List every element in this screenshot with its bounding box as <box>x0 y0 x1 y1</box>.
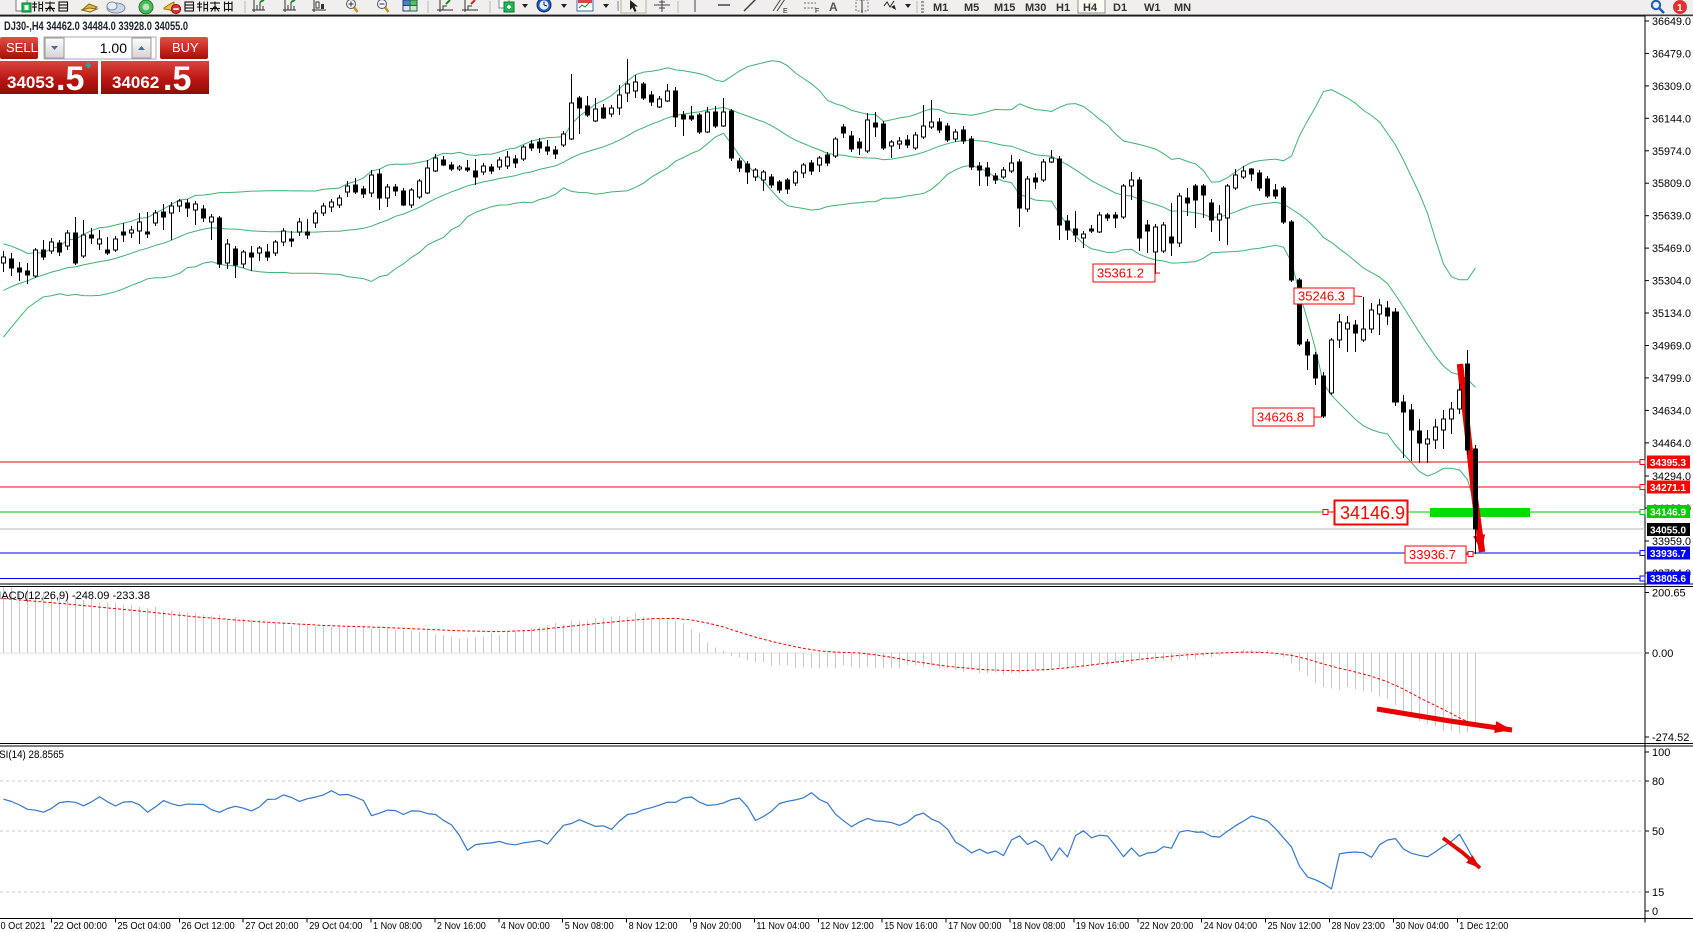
svg-text:35809.0: 35809.0 <box>1652 178 1691 190</box>
svg-text:35361.2: 35361.2 <box>1097 266 1144 281</box>
svg-text:35134.0: 35134.0 <box>1652 308 1691 320</box>
svg-text:34146.9: 34146.9 <box>1650 506 1686 518</box>
svg-text:1: 1 <box>1677 3 1683 14</box>
svg-text:2 Nov 16:00: 2 Nov 16:00 <box>437 921 486 932</box>
svg-text:33936.7: 33936.7 <box>1650 548 1686 560</box>
svg-text:36649.0: 36649.0 <box>1652 16 1691 28</box>
svg-text:34053: 34053 <box>7 73 54 92</box>
svg-text:W1: W1 <box>1144 2 1161 14</box>
svg-text:17 Nov 00:00: 17 Nov 00:00 <box>948 921 1002 932</box>
svg-text:0: 0 <box>1652 906 1658 918</box>
svg-text:1 Dec 12:00: 1 Dec 12:00 <box>1459 921 1508 932</box>
svg-text:12 Nov 12:00: 12 Nov 12:00 <box>820 921 874 932</box>
svg-text:BUY: BUY <box>172 40 199 55</box>
svg-text:H4: H4 <box>1083 2 1098 14</box>
svg-text:SELL: SELL <box>6 40 38 55</box>
svg-text:5 Nov 08:00: 5 Nov 08:00 <box>565 921 614 932</box>
svg-text:E: E <box>783 8 788 15</box>
svg-text:15: 15 <box>1652 887 1664 899</box>
svg-text:19 Nov 16:00: 19 Nov 16:00 <box>1076 921 1130 932</box>
svg-text:22 Oct 00:00: 22 Oct 00:00 <box>54 921 108 932</box>
svg-text:33959.0: 33959.0 <box>1652 536 1691 548</box>
svg-text:15 Nov 16:00: 15 Nov 16:00 <box>884 921 938 932</box>
svg-text:34395.3: 34395.3 <box>1650 457 1686 469</box>
svg-text:100: 100 <box>1652 747 1670 759</box>
svg-text:25 Nov 12:00: 25 Nov 12:00 <box>1268 921 1322 932</box>
svg-text:9 Nov 20:00: 9 Nov 20:00 <box>693 921 742 932</box>
svg-text:35639.0: 35639.0 <box>1652 211 1691 223</box>
svg-text:0.00: 0.00 <box>1652 648 1673 660</box>
svg-text:35469.0: 35469.0 <box>1652 243 1691 255</box>
svg-text:11 Nov 04:00: 11 Nov 04:00 <box>756 921 810 932</box>
svg-text:26 Oct 12:00: 26 Oct 12:00 <box>181 921 235 932</box>
svg-text:200.65: 200.65 <box>1652 588 1686 600</box>
svg-text:F: F <box>815 8 819 15</box>
svg-text:1 Nov 08:00: 1 Nov 08:00 <box>373 921 422 932</box>
svg-text:25 Oct 04:00: 25 Oct 04:00 <box>117 921 171 932</box>
svg-text:33936.7: 33936.7 <box>1409 547 1456 562</box>
svg-text:36144.0: 36144.0 <box>1652 113 1691 125</box>
svg-text:34294.0: 34294.0 <box>1652 471 1691 483</box>
svg-text:34634.0: 34634.0 <box>1652 405 1691 417</box>
svg-text:34055.0: 34055.0 <box>1650 524 1686 536</box>
svg-text:H1: H1 <box>1056 2 1070 14</box>
svg-text:4 Nov 00:00: 4 Nov 00:00 <box>501 921 550 932</box>
svg-text:80: 80 <box>1652 776 1664 788</box>
svg-text:MACD(12,26,9) -248.09 -233.38: MACD(12,26,9) -248.09 -233.38 <box>0 590 150 602</box>
svg-text:A: A <box>829 0 838 14</box>
svg-text:24 Nov 04:00: 24 Nov 04:00 <box>1204 921 1258 932</box>
svg-text:.5: .5 <box>163 60 191 98</box>
svg-text:8 Nov 12:00: 8 Nov 12:00 <box>629 921 678 932</box>
svg-text:0 Oct 2021: 0 Oct 2021 <box>1 921 46 932</box>
svg-text:M15: M15 <box>994 2 1015 14</box>
svg-text:M1: M1 <box>933 2 948 14</box>
svg-text:34062: 34062 <box>112 73 159 92</box>
svg-text:.5: .5 <box>56 60 84 98</box>
svg-text:35974.0: 35974.0 <box>1652 146 1691 158</box>
svg-text:18 Nov 08:00: 18 Nov 08:00 <box>1012 921 1066 932</box>
svg-text:D1: D1 <box>1113 2 1127 14</box>
svg-text:33805.6: 33805.6 <box>1650 573 1686 585</box>
svg-text:-274.52: -274.52 <box>1652 732 1689 744</box>
svg-text:M5: M5 <box>964 2 979 14</box>
svg-text:27 Oct 20:00: 27 Oct 20:00 <box>245 921 299 932</box>
svg-text:29 Oct 04:00: 29 Oct 04:00 <box>309 921 363 932</box>
svg-text:34626.8: 34626.8 <box>1257 410 1304 425</box>
svg-text:34464.0: 34464.0 <box>1652 438 1691 450</box>
svg-text:MN: MN <box>1174 2 1191 14</box>
svg-text:34271.1: 34271.1 <box>1650 482 1686 494</box>
svg-text:35304.0: 35304.0 <box>1652 276 1691 288</box>
svg-text:28 Nov 23:00: 28 Nov 23:00 <box>1332 921 1386 932</box>
svg-text:50: 50 <box>1652 826 1664 838</box>
svg-text:34969.0: 34969.0 <box>1652 341 1691 353</box>
svg-text:1.00: 1.00 <box>100 40 127 56</box>
svg-text:36479.0: 36479.0 <box>1652 48 1691 60</box>
svg-text:34799.0: 34799.0 <box>1652 373 1691 385</box>
svg-text:30 Nov 04:00: 30 Nov 04:00 <box>1395 921 1449 932</box>
svg-text:M30: M30 <box>1025 2 1046 14</box>
svg-text:36309.0: 36309.0 <box>1652 81 1691 93</box>
svg-text:22 Nov 20:00: 22 Nov 20:00 <box>1140 921 1194 932</box>
svg-text:RSI(14) 28.8565: RSI(14) 28.8565 <box>0 749 64 761</box>
svg-text:34146.9: 34146.9 <box>1340 503 1405 523</box>
svg-text:35246.3: 35246.3 <box>1298 289 1345 304</box>
svg-text:DJ30-,H4 34462.0 34484.0 3392: DJ30-,H4 34462.0 34484.0 33928.0 34055.0 <box>4 21 188 33</box>
